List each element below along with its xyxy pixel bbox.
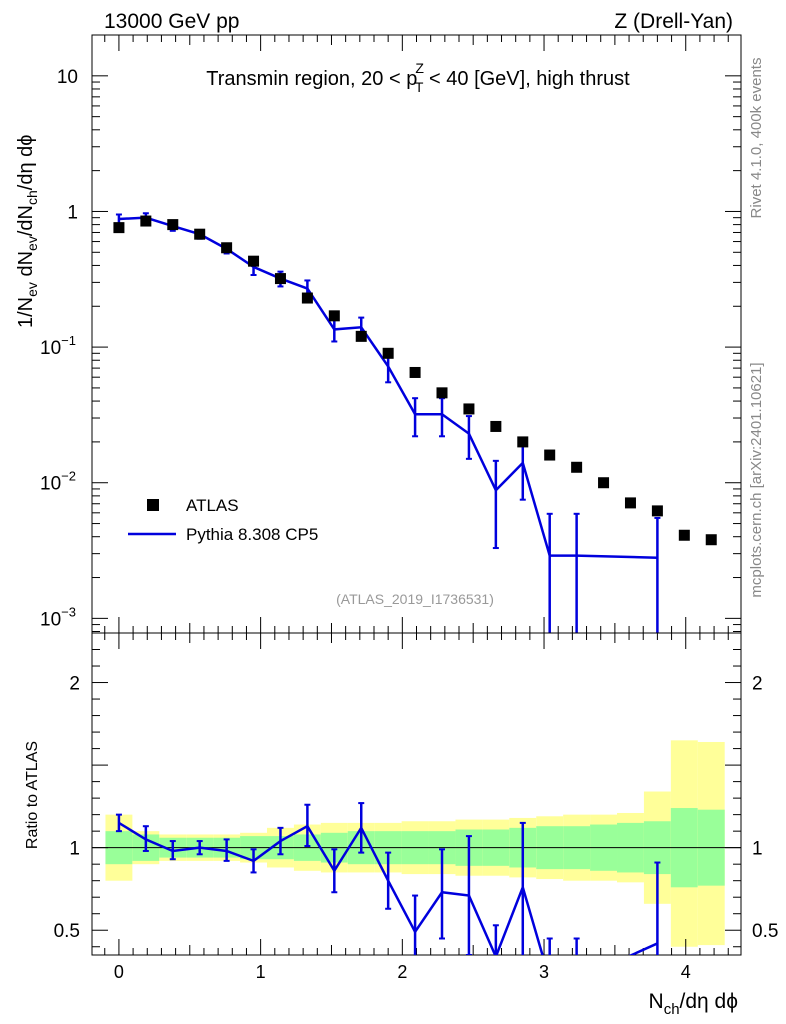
ratio-y-tick-label: 2 bbox=[69, 674, 80, 695]
mcplots-label: mcplots.cern.ch [arXiv:2401.10621] bbox=[748, 362, 765, 597]
analysis-id: (ATLAS_2019_I1736531) bbox=[336, 591, 494, 607]
atlas-data-point bbox=[705, 534, 717, 546]
atlas-data-point bbox=[140, 215, 152, 227]
atlas-data-point bbox=[463, 403, 475, 415]
ratio-y-tick-label-right: 2 bbox=[752, 674, 763, 695]
atlas-data-point bbox=[544, 449, 556, 461]
ratio-frame bbox=[91, 632, 742, 956]
legend-atlas-marker bbox=[147, 499, 159, 511]
y-tick-label: 1 bbox=[67, 202, 78, 223]
atlas-data-point bbox=[678, 529, 690, 541]
x-tick-label: 1 bbox=[256, 962, 266, 982]
atlas-data-point bbox=[167, 219, 179, 231]
atlas-data-point bbox=[436, 387, 448, 399]
legend: ATLAS Pythia 8.308 CP5 bbox=[128, 496, 318, 544]
legend-atlas-label: ATLAS bbox=[186, 496, 239, 515]
atlas-data-point bbox=[355, 330, 367, 342]
rivet-label: Rivet 4.1.0, 400k events bbox=[748, 58, 765, 219]
atlas-data-point bbox=[248, 255, 260, 267]
process-label: Z (Drell-Yan) bbox=[614, 10, 733, 33]
atlas-data-point bbox=[301, 292, 313, 304]
atlas-data-point bbox=[598, 477, 610, 489]
y-tick-label: 10−1 bbox=[40, 333, 76, 359]
title-superscript: Z bbox=[415, 60, 424, 76]
ratio-y-tick-label-right: 0.5 bbox=[752, 921, 778, 942]
atlas-data-point bbox=[651, 505, 663, 517]
atlas-data-point bbox=[624, 497, 636, 509]
atlas-data-point bbox=[490, 420, 502, 432]
ratio-y-axis-label: Ratio to ATLAS bbox=[24, 741, 41, 849]
x-tick-label: 0 bbox=[114, 962, 124, 982]
title-subscript: T bbox=[415, 79, 424, 95]
x-axis-label: Nch/dη dϕ bbox=[649, 990, 738, 1018]
ratio-y-tick-label: 0.5 bbox=[54, 921, 80, 942]
x-tick-label: 2 bbox=[397, 962, 407, 982]
energy-label: 13000 GeV pp bbox=[104, 10, 239, 33]
plot-title: Transmin region, 20 < pZ T < 40 [GeV], hi… bbox=[206, 60, 630, 95]
y-tick-label: 10 bbox=[57, 67, 78, 88]
ratio-y-tick-label: 1 bbox=[69, 839, 80, 860]
legend-pythia-label: Pythia 8.308 CP5 bbox=[186, 525, 318, 544]
atlas-data-point bbox=[382, 347, 394, 359]
atlas-data-point bbox=[517, 436, 529, 448]
y-axis-label: 1/Nev dNev/dNch/dη dϕ bbox=[15, 135, 40, 328]
x-tick-label: 4 bbox=[681, 962, 691, 982]
atlas-data-point bbox=[571, 461, 583, 473]
y-tick-label: 10−3 bbox=[40, 604, 76, 630]
ratio-axes: 0 1 2 3 4 2 2 1 1 0.5 0.5 bbox=[54, 632, 778, 982]
ratio-y-tick-label-right: 1 bbox=[752, 839, 763, 860]
y-tick-label: 10−2 bbox=[40, 469, 76, 495]
atlas-data-point bbox=[113, 222, 125, 234]
atlas-data-point bbox=[274, 273, 286, 285]
atlas-data-point bbox=[328, 310, 340, 322]
atlas-data-point bbox=[194, 228, 206, 240]
ratio-series bbox=[115, 802, 661, 955]
ratio-plot-area bbox=[115, 802, 661, 955]
main-axes: 10 1 10−1 10−2 10−3 bbox=[40, 34, 742, 634]
main-plot-area bbox=[113, 212, 717, 633]
x-tick-label: 3 bbox=[539, 962, 549, 982]
atlas-data-point bbox=[409, 366, 421, 378]
atlas-data-point bbox=[221, 242, 233, 254]
